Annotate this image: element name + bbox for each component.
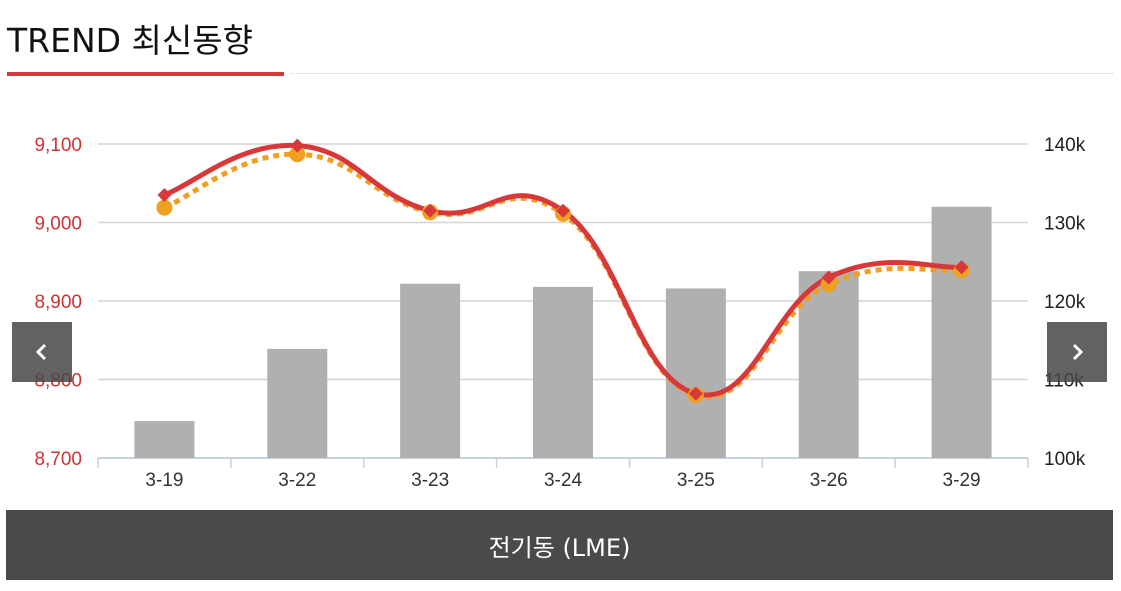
x-tick-label: 3-22	[278, 470, 316, 491]
bar	[400, 283, 461, 458]
y-left-tick-label: 8,900	[34, 292, 82, 313]
y-right-tick-label: 120k	[1044, 292, 1086, 313]
series-label: 전기동 (LME)	[488, 533, 631, 562]
data-point-diamond	[556, 203, 570, 218]
x-tick-label: 3-19	[145, 470, 183, 491]
data-point-diamond	[821, 270, 836, 285]
data-point-diamond	[954, 260, 969, 275]
data-point-circle	[820, 276, 837, 293]
chevron-right-icon	[1072, 343, 1084, 361]
x-tick-label: 3-26	[810, 470, 848, 491]
y-right-tick-label: 100k	[1044, 449, 1086, 470]
data-point-diamond	[290, 138, 305, 153]
bar	[134, 421, 195, 458]
next-button[interactable]	[1047, 322, 1107, 382]
y-left-tick-label: 9,100	[34, 135, 82, 156]
chevron-left-icon	[35, 343, 47, 361]
data-point-diamond	[423, 203, 438, 218]
prev-button[interactable]	[12, 322, 72, 382]
bar	[665, 288, 726, 458]
title-underline	[7, 72, 284, 76]
y-right-tick-label: 140k	[1044, 135, 1086, 156]
bar	[267, 348, 328, 458]
series-selector-bar[interactable]: 전기동 (LME)	[6, 510, 1113, 580]
data-point-circle	[289, 146, 306, 163]
x-tick-label: 3-29	[943, 470, 981, 491]
data-point-circle	[156, 199, 173, 216]
bar	[798, 271, 859, 458]
y-left-tick-label: 9,000	[34, 214, 82, 235]
x-tick-label: 3-23	[411, 470, 449, 491]
bar	[931, 206, 992, 458]
x-tick-label: 3-25	[677, 470, 715, 491]
page-title: TREND 최신동향	[7, 21, 253, 60]
data-point-diamond	[157, 188, 172, 203]
title-divider	[290, 73, 1113, 74]
y-right-tick-label: 130k	[1044, 214, 1086, 235]
data-point-diamond	[688, 386, 703, 401]
x-tick-label: 3-24	[544, 470, 582, 491]
bar	[533, 286, 593, 458]
y-left-tick-label: 8,700	[34, 449, 82, 470]
